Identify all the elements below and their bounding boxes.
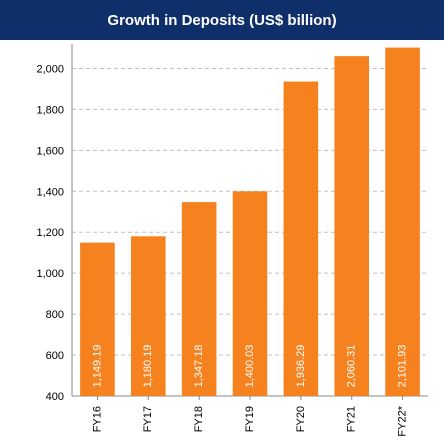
- data-label: 1,400.03: [244, 345, 256, 388]
- data-label: 1,347.18: [193, 345, 205, 388]
- x-tick-label: FY19: [244, 406, 256, 432]
- y-tick-label: 600: [46, 350, 64, 362]
- x-tick-label: FY20: [295, 406, 307, 432]
- x-tick-label: FY16: [91, 406, 103, 432]
- bar: [130, 236, 166, 396]
- data-label: 1,180.19: [142, 345, 154, 388]
- y-tick-label: 1,200: [36, 227, 64, 239]
- data-label: 1,149.19: [91, 345, 103, 388]
- bar: [181, 202, 217, 396]
- y-tick-label: 800: [46, 309, 64, 321]
- bar-chart: 400 600 800 1,000 1,200 1,400 1,600 1,800 2,000 1…: [36, 44, 428, 437]
- x-tick-label: FY17: [142, 406, 154, 432]
- data-label: 1,936.29: [295, 345, 307, 388]
- data-label: 2,060.31: [346, 345, 358, 388]
- bar: [232, 191, 268, 396]
- y-tick-label: 400: [46, 391, 64, 403]
- y-tick-label: 1,000: [36, 268, 64, 280]
- bar: [283, 81, 319, 397]
- y-tick-label: 1,800: [36, 104, 64, 116]
- x-tick-label: FY21: [346, 406, 358, 432]
- y-tick-label: 1,600: [36, 145, 64, 157]
- bar: [334, 56, 370, 396]
- bar: [385, 47, 420, 396]
- chart-title: Growth in Deposits (US$ billion): [0, 0, 444, 40]
- y-tick-label: 2,000: [36, 63, 64, 75]
- bar: [80, 242, 115, 396]
- data-label: 2,101.93: [396, 345, 408, 388]
- x-tick-label: FY22*: [396, 405, 408, 436]
- x-tick-label: FY18: [193, 406, 205, 432]
- y-tick-label: 1,400: [36, 186, 64, 198]
